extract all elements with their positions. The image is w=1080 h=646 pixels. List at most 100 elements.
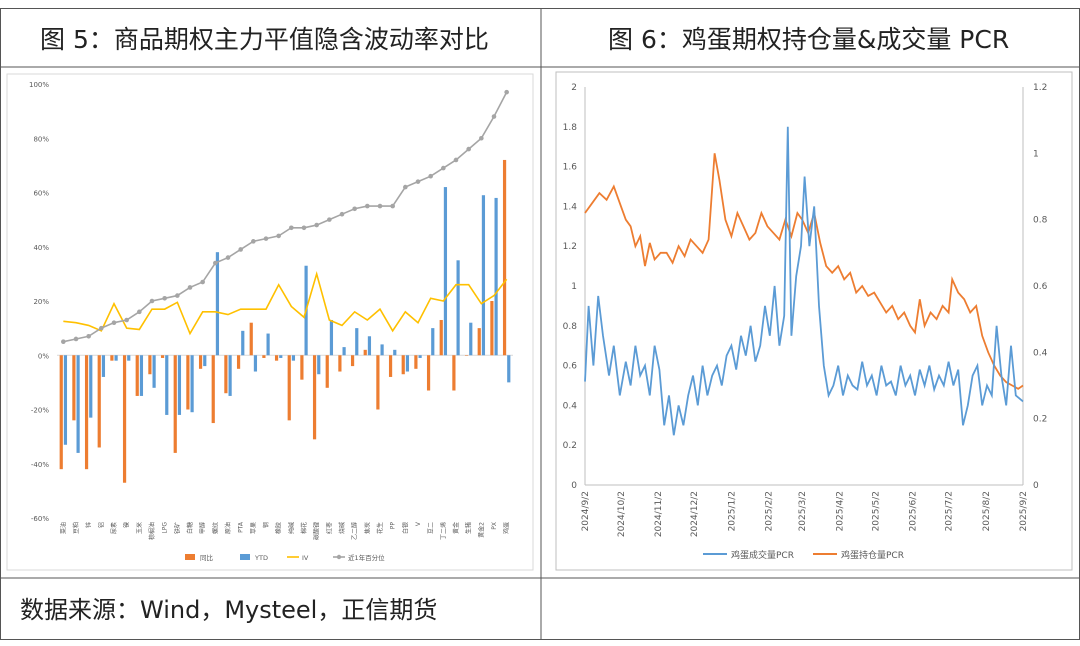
x-tick-label: 2025/4/2 bbox=[835, 491, 845, 531]
bar-ytd bbox=[355, 328, 359, 356]
bar-yoy bbox=[363, 349, 367, 356]
series-volume-pcr-line bbox=[584, 126, 1024, 436]
percentile-point bbox=[466, 146, 471, 152]
x-tick-label: V bbox=[415, 521, 422, 526]
percentile-point bbox=[124, 317, 129, 323]
x-tick-label: 玉米 bbox=[135, 522, 143, 534]
percentile-point bbox=[352, 206, 357, 212]
bar-ytd bbox=[317, 355, 321, 375]
bar-yoy bbox=[350, 355, 355, 367]
bar-yoy bbox=[274, 355, 279, 361]
bar-yoy bbox=[300, 355, 304, 380]
x-tick-label: 2025/3/2 bbox=[798, 491, 808, 531]
percentile-point bbox=[415, 179, 421, 184]
x-tick-label: 2024/9/2 bbox=[581, 491, 591, 531]
bar-ytd bbox=[228, 355, 232, 396]
bar-ytd bbox=[89, 355, 93, 418]
legend-marker bbox=[336, 554, 342, 560]
bar-ytd bbox=[469, 322, 473, 356]
percentile-point bbox=[276, 233, 281, 239]
x-tick-label: 黄金2 bbox=[477, 522, 485, 538]
bar-yoy bbox=[312, 355, 317, 440]
bar-ytd bbox=[329, 319, 334, 356]
percentile-point bbox=[99, 325, 104, 331]
x-tick-label: 黄金 bbox=[452, 522, 460, 534]
percentile-point bbox=[251, 239, 256, 244]
legend-label: IV bbox=[302, 554, 309, 562]
y-right-tick-label: 1 bbox=[1033, 149, 1039, 159]
percentile-point bbox=[327, 217, 332, 222]
legend-label: 同比 bbox=[200, 553, 214, 562]
series-iv-line bbox=[63, 270, 508, 336]
legend-label: 近1年百分位 bbox=[348, 553, 385, 562]
x-tick-label: 尿素 bbox=[110, 522, 118, 534]
x-tick-label: 生猪 bbox=[465, 522, 473, 534]
x-tick-label: 红枣 bbox=[325, 522, 333, 534]
x-tick-label: 豆二 bbox=[428, 522, 435, 534]
y-right-tick-label: 1.2 bbox=[1033, 83, 1047, 93]
x-tick-label: 白银 bbox=[401, 522, 409, 534]
bar-yoy bbox=[464, 355, 469, 356]
bar-yoy bbox=[97, 355, 101, 448]
x-tick-label: 白糖 bbox=[186, 522, 194, 534]
y-left-tick-label: 0.8 bbox=[563, 322, 578, 332]
y-tick-label: 20% bbox=[33, 298, 49, 306]
bar-ytd bbox=[165, 355, 169, 415]
x-tick-label: PTA bbox=[238, 521, 245, 533]
y-left-tick-label: 0.6 bbox=[563, 362, 578, 372]
bar-ytd bbox=[481, 195, 486, 356]
bar-yoy bbox=[110, 355, 114, 361]
x-tick-label: 2025/5/2 bbox=[871, 491, 881, 531]
x-tick-label: 豆粕 bbox=[72, 522, 80, 534]
x-tick-label: 棉花 bbox=[300, 522, 308, 534]
bar-ytd bbox=[215, 252, 220, 356]
x-tick-label: 甲醇 bbox=[199, 522, 207, 534]
bar-yoy bbox=[439, 319, 443, 356]
series-percentile-line bbox=[63, 91, 508, 343]
bar-ytd bbox=[114, 355, 118, 361]
bar-ytd bbox=[443, 187, 448, 356]
bar-yoy bbox=[477, 328, 481, 356]
y-left-tick-label: 1.6 bbox=[563, 163, 578, 173]
x-tick-label: 螺纹 bbox=[211, 522, 219, 534]
x-tick-label: 2025/2/2 bbox=[765, 491, 775, 531]
x-tick-label: 丁二烯 bbox=[439, 522, 447, 540]
y-tick-label: 80% bbox=[33, 135, 49, 143]
bar-yoy bbox=[211, 355, 215, 424]
y-tick-label: 100% bbox=[29, 81, 49, 89]
x-tick-label: 2024/11/2 bbox=[654, 491, 664, 537]
x-tick-label: 2025/1/2 bbox=[727, 491, 737, 531]
bar-yoy bbox=[224, 355, 228, 394]
y-left-tick-label: 0.2 bbox=[563, 441, 577, 451]
bar-yoy bbox=[236, 355, 241, 369]
bar-ytd bbox=[101, 355, 106, 377]
bar-ytd bbox=[456, 260, 460, 356]
bar-yoy bbox=[186, 355, 190, 410]
x-tick-label: 焦炭 bbox=[363, 522, 371, 534]
bar-ytd bbox=[253, 355, 258, 372]
egg-pcr-chart: 2 1.8 1.6 1.4 1.2 1 0.8 0.6 0.4 0.2 0 1.2 1 0.8 0.6 0.4… bbox=[555, 71, 1073, 571]
bar-yoy bbox=[122, 355, 127, 483]
bar-yoy bbox=[287, 355, 291, 421]
bar-ytd bbox=[279, 355, 283, 358]
percentile-point bbox=[162, 295, 167, 301]
y-left-tick-label: 1.2 bbox=[563, 242, 577, 252]
bar-yoy bbox=[160, 355, 165, 358]
y-tick-label: -40% bbox=[31, 461, 49, 469]
bar-ytd bbox=[367, 336, 372, 356]
x-tick-label: 镍 bbox=[123, 522, 131, 528]
bar-yoy bbox=[388, 355, 393, 377]
percentile-point bbox=[377, 203, 383, 209]
bar-ytd bbox=[494, 197, 498, 356]
commodity-iv-chart: 100% 80% 60% 40% 20% 0% -20% -40% -60% 菜油 豆粕锌铝尿素镍玉… bbox=[6, 73, 534, 571]
x-tick-label: 菜油 bbox=[59, 522, 67, 534]
left-panel-title: 图 5：商品期权主力平值隐含波动率对比 bbox=[40, 25, 489, 54]
bar-ytd bbox=[380, 344, 384, 356]
bar-ytd bbox=[63, 355, 68, 445]
bar-ytd bbox=[507, 355, 511, 383]
percentile-point bbox=[365, 203, 370, 209]
y-left-tick-label: 1.8 bbox=[563, 123, 578, 133]
percentile-point bbox=[479, 135, 484, 141]
bar-yoy bbox=[426, 355, 431, 391]
percentile-point bbox=[86, 333, 91, 339]
